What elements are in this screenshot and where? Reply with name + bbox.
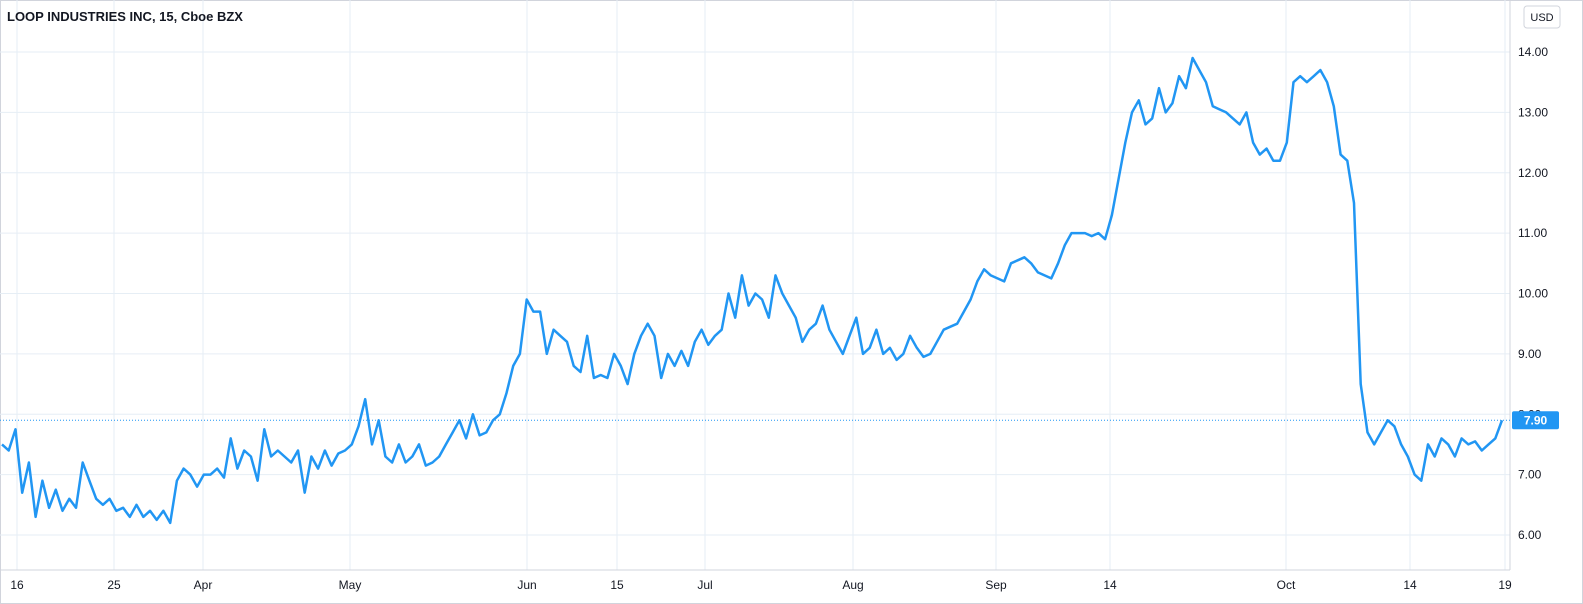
grid	[0, 0, 1510, 570]
currency-button-label[interactable]: USD	[1530, 12, 1553, 24]
x-tick-label: Sep	[985, 578, 1007, 592]
y-tick-label: 6.00	[1518, 528, 1542, 542]
y-tick-label: 14.00	[1518, 45, 1548, 59]
price-series-line[interactable]	[1, 56, 1504, 525]
last-price-value: 7.90	[1524, 413, 1548, 427]
x-tick-label: May	[339, 578, 362, 592]
x-tick-label: 15	[610, 578, 624, 592]
price-axis[interactable]: 6.007.008.009.0010.0011.0012.0013.0014.0…	[1518, 45, 1548, 542]
y-tick-label: 12.00	[1518, 166, 1548, 180]
x-tick-label: Apr	[194, 578, 213, 592]
x-tick-label: 25	[107, 578, 121, 592]
y-tick-label: 11.00	[1518, 226, 1547, 240]
x-tick-label: Aug	[842, 578, 863, 592]
y-tick-label: 9.00	[1518, 347, 1542, 361]
time-axis[interactable]: 16 25 Apr May Jun 15 Jul Aug Sep 14 Oct 14 19	[10, 578, 1512, 592]
x-tick-label: Jul	[697, 578, 712, 592]
last-price-label-bg	[1512, 411, 1559, 430]
x-tick-label: 19	[1498, 578, 1512, 592]
last-price-label: 7.90	[1512, 411, 1559, 430]
currency-button[interactable]: USD	[1523, 5, 1561, 29]
symbol-title: LOOP INDUSTRIES INC, 15, Cboe BZX	[7, 9, 243, 24]
x-tick-label: 14	[1403, 578, 1417, 592]
x-tick-label: Jun	[517, 578, 536, 592]
x-tick-label: 14	[1103, 578, 1117, 592]
y-tick-label: 7.00	[1518, 468, 1542, 482]
y-tick-label: 13.00	[1518, 105, 1548, 119]
y-tick-label: 10.00	[1518, 287, 1548, 301]
x-tick-label: Oct	[1277, 578, 1296, 592]
currency-button-box[interactable]	[1523, 5, 1561, 29]
x-tick-label: 16	[10, 578, 24, 592]
